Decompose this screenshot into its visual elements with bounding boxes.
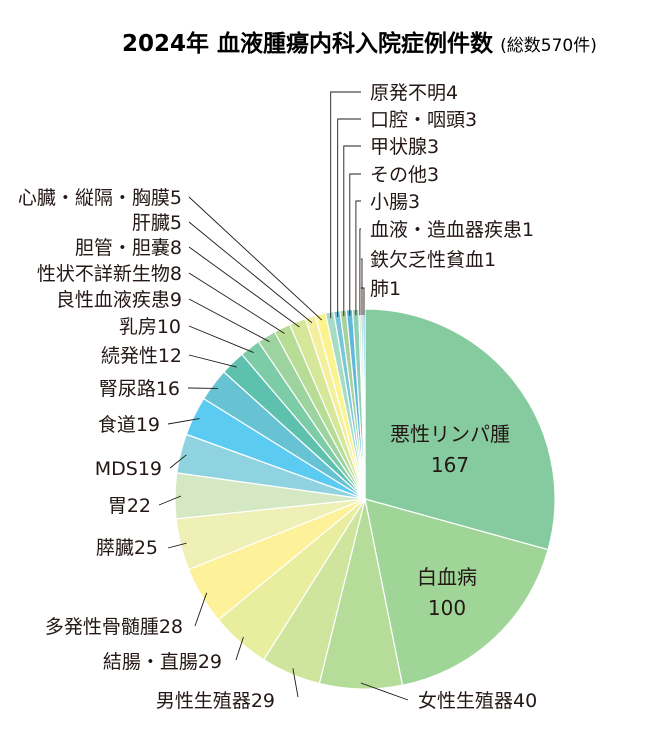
leader-line-24 bbox=[361, 258, 363, 315]
leader-line-15 bbox=[188, 246, 300, 328]
leader-line-25 bbox=[361, 287, 365, 315]
slice-label-name-0: 悪性リンパ腫 bbox=[390, 422, 510, 446]
leader-line-23 bbox=[359, 228, 361, 316]
slice-label-8: MDS19 bbox=[95, 458, 162, 480]
slice-label-14: 性状不詳新生物8 bbox=[37, 263, 182, 285]
slice-label-21: その他3 bbox=[370, 164, 439, 186]
leader-line-19 bbox=[337, 118, 361, 317]
leader-line-3 bbox=[292, 668, 299, 698]
leader-line-9 bbox=[167, 418, 200, 425]
slice-label-15: 胆管・胆嚢8 bbox=[75, 237, 182, 259]
leader-lines bbox=[158, 91, 409, 701]
slice-label-24: 鉄欠乏性貧血1 bbox=[370, 249, 496, 271]
slice-label-value-1: 100 bbox=[428, 596, 466, 620]
chart-title: 2024年 血液腫瘍内科入院症例件数 (総数570件) bbox=[122, 30, 597, 57]
leader-line-16 bbox=[188, 221, 313, 324]
slice-label-2: 女性生殖器40 bbox=[418, 690, 537, 712]
pie-slice-1 bbox=[364, 498, 549, 686]
slice-label-20: 甲状腺3 bbox=[370, 136, 439, 158]
leader-line-22 bbox=[355, 200, 361, 316]
leader-line-13 bbox=[188, 298, 270, 343]
slice-label-22: 小腸3 bbox=[370, 191, 420, 213]
slice-label-23: 血液・造血器疾患1 bbox=[370, 219, 534, 241]
leader-line-18 bbox=[330, 91, 361, 319]
slice-label-6: 膵臓25 bbox=[96, 537, 158, 559]
slice-label-16: 肝臓5 bbox=[132, 212, 182, 234]
chart-title-main: 2024年 血液腫瘍内科入院症例件数 bbox=[122, 30, 494, 57]
leader-line-5 bbox=[194, 592, 208, 627]
leader-line-14 bbox=[188, 272, 285, 334]
leader-line-17 bbox=[188, 196, 323, 321]
leader-line-8 bbox=[169, 454, 187, 469]
slice-label-value-0: 167 bbox=[431, 453, 469, 477]
slice-label-13: 良性血液疾患9 bbox=[56, 289, 182, 311]
slice-label-7: 胃22 bbox=[108, 495, 151, 517]
slice-label-19: 口腔・咽頭3 bbox=[370, 109, 477, 131]
leader-line-21 bbox=[349, 173, 361, 316]
leader-line-7 bbox=[158, 495, 182, 506]
slice-label-10: 腎尿路16 bbox=[99, 378, 180, 400]
chart-title-total: (総数570件) bbox=[500, 36, 597, 56]
slice-label-12: 乳房10 bbox=[119, 316, 181, 338]
pie-slice-0 bbox=[364, 308, 556, 551]
slice-label-25: 肺1 bbox=[370, 278, 401, 300]
leader-line-11 bbox=[188, 354, 237, 368]
slice-label-name-1: 白血病 bbox=[417, 565, 477, 589]
leader-line-20 bbox=[343, 145, 361, 317]
slice-label-4: 結腸・直腸29 bbox=[103, 651, 222, 673]
slice-labels: 悪性リンパ腫 167 白血病 100 女性生殖器40 男性生殖器29 結腸・直腸29 多発性骨… bbox=[18, 82, 537, 712]
leader-line-2 bbox=[360, 682, 409, 701]
slice-label-18: 原発不明4 bbox=[370, 82, 458, 104]
slice-label-5: 多発性骨髄腫28 bbox=[45, 616, 183, 638]
pie-slices bbox=[174, 308, 556, 690]
leader-line-6 bbox=[167, 542, 187, 549]
slice-label-9: 食道19 bbox=[98, 414, 160, 436]
leader-line-12 bbox=[188, 325, 254, 354]
leader-line-4 bbox=[235, 636, 244, 661]
slice-label-17: 心臓・縦隔・胸膜5 bbox=[18, 187, 182, 209]
slice-label-3: 男性生殖器29 bbox=[156, 690, 275, 712]
slice-label-11: 続発性12 bbox=[101, 345, 182, 367]
